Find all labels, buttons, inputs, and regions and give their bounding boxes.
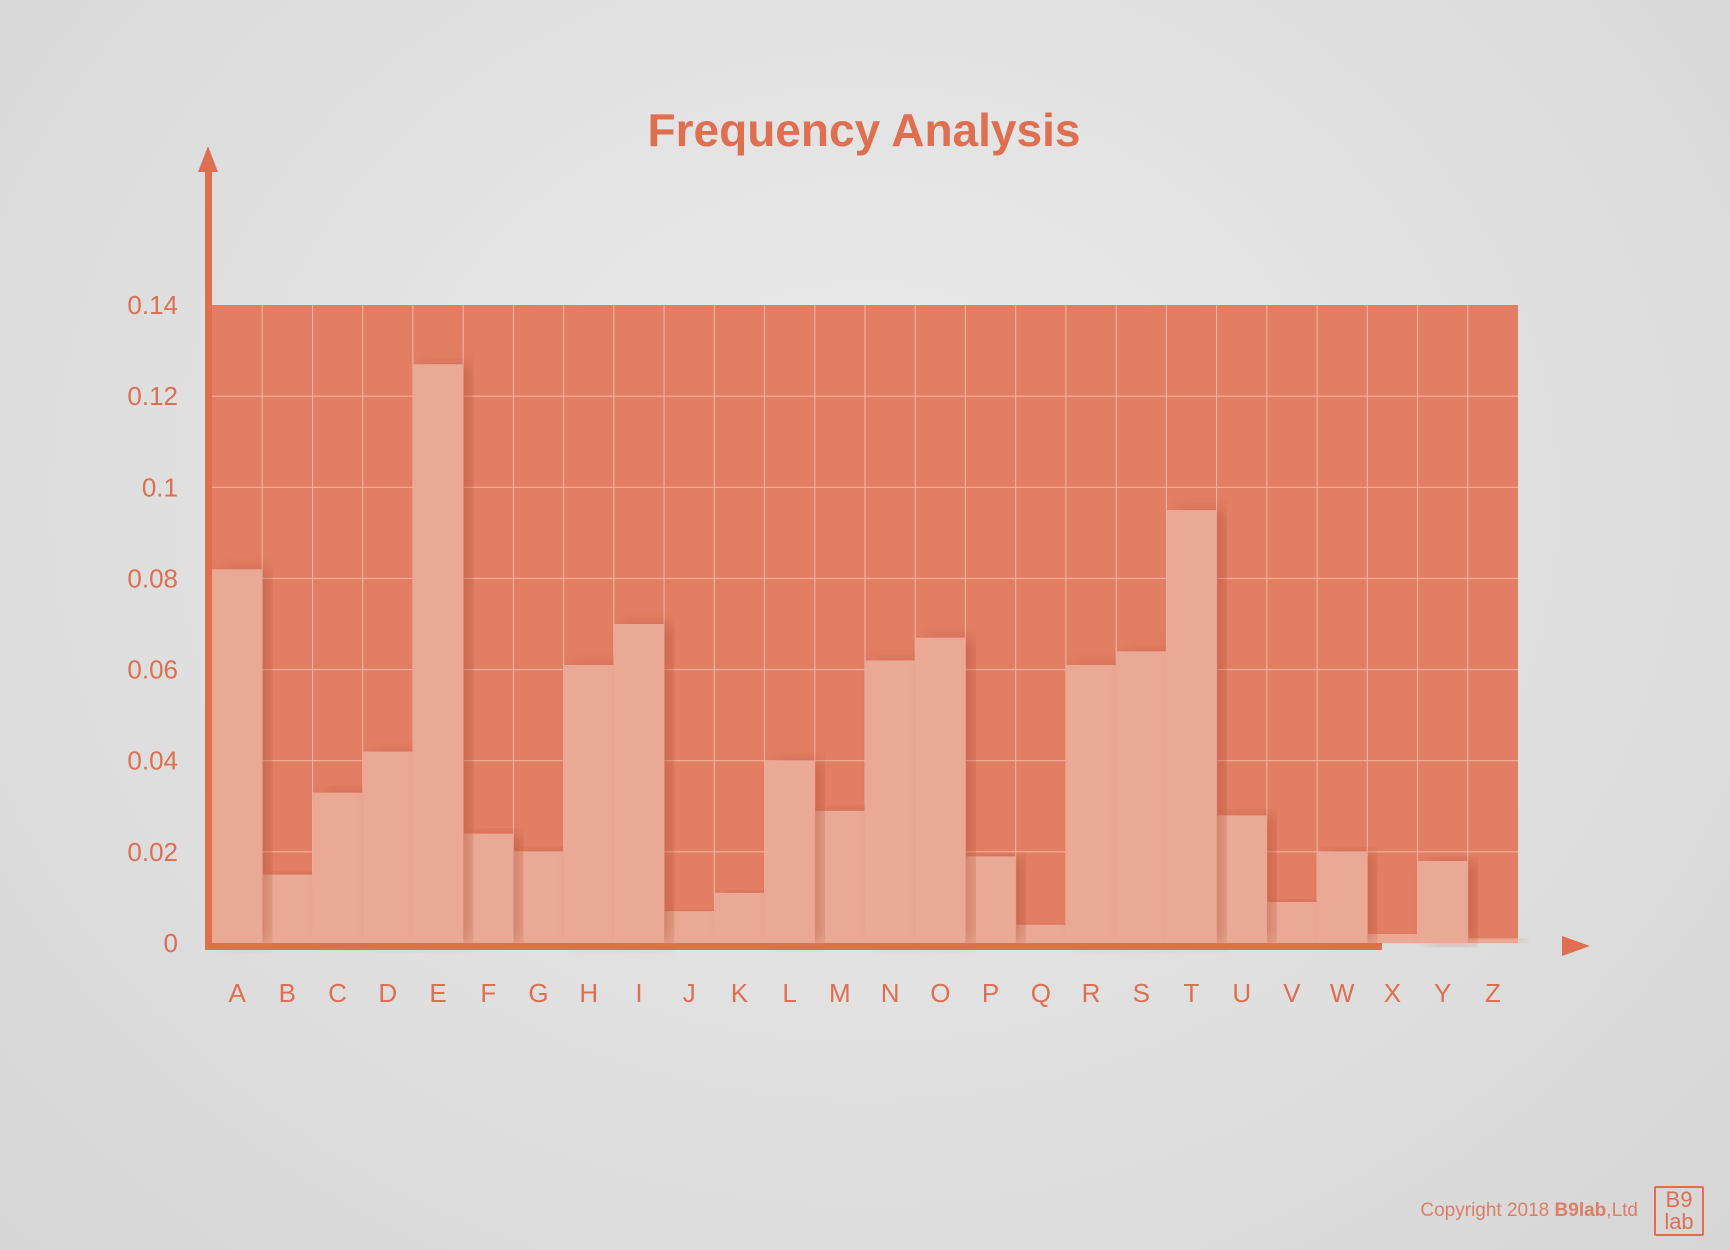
y-tick-label: 0.1	[142, 472, 178, 502]
bar-U	[1216, 815, 1267, 943]
bar-W	[1317, 851, 1368, 943]
x-tick-label: K	[731, 978, 749, 1008]
x-tick-label: X	[1384, 978, 1401, 1008]
x-tick-label: Y	[1434, 978, 1451, 1008]
bar-T	[1166, 510, 1217, 943]
y-tick-label: 0.04	[127, 746, 178, 776]
bar-V	[1266, 901, 1318, 943]
bar-Q	[1015, 924, 1066, 943]
bar-H	[563, 665, 614, 943]
bar-A	[212, 569, 263, 943]
x-tick-label: M	[829, 978, 851, 1008]
x-tick-label: B	[279, 978, 296, 1008]
x-tick-label: W	[1330, 978, 1355, 1008]
x-tick-label: H	[579, 978, 598, 1008]
y-tick-label: 0.12	[127, 381, 178, 411]
bars-group	[212, 364, 1518, 943]
x-tick-label: V	[1283, 978, 1301, 1008]
bar-K	[714, 892, 765, 943]
bar-N	[865, 660, 916, 943]
y-axis-line	[205, 162, 212, 949]
footer: Copyright 2018 B9lab,Ltd B9 lab	[1420, 1186, 1704, 1236]
y-axis-arrow-icon	[198, 146, 218, 172]
x-tick-label: G	[528, 978, 548, 1008]
bar-Z	[1467, 938, 1518, 943]
x-tick-label: L	[782, 978, 796, 1008]
x-tick-label: Z	[1485, 978, 1501, 1008]
bar-X	[1367, 933, 1418, 943]
x-tick-label: F	[480, 978, 496, 1008]
bar-P	[965, 856, 1016, 943]
x-tick-label: T	[1184, 978, 1200, 1008]
bar-F	[463, 833, 514, 943]
copyright-text: Copyright 2018 B9lab,Ltd	[1420, 1200, 1638, 1221]
x-axis-line	[205, 943, 1382, 950]
x-tick-label: N	[881, 978, 900, 1008]
bar-D	[362, 751, 413, 943]
x-tick-label: O	[930, 978, 950, 1008]
x-tick-label: U	[1232, 978, 1251, 1008]
bar-B	[262, 874, 313, 943]
bar-Y	[1417, 860, 1468, 943]
chart-title: Frequency Analysis	[648, 104, 1081, 156]
brand-name: B9lab	[1554, 1200, 1607, 1221]
bar-J	[664, 911, 715, 943]
x-tick-label: P	[982, 978, 999, 1008]
y-axis-ticks: 0 0.02 0.04 0.06 0.08 0.1 0.12 0.14	[127, 290, 178, 958]
bar-S	[1116, 651, 1167, 943]
y-tick-label: 0.02	[127, 837, 178, 867]
x-tick-label: C	[328, 978, 347, 1008]
y-tick-label: 0.14	[127, 290, 178, 320]
bar-I	[613, 624, 665, 943]
x-tick-label: E	[429, 978, 446, 1008]
bar-R	[1065, 665, 1117, 943]
y-tick-label: 0.06	[127, 655, 178, 685]
axes	[198, 146, 1590, 956]
x-tick-label: I	[635, 978, 642, 1008]
bar-C	[312, 792, 363, 943]
x-tick-label: J	[683, 978, 696, 1008]
bar-L	[764, 760, 815, 943]
bar-M	[814, 810, 865, 943]
y-tick-label: 0	[164, 928, 178, 958]
x-tick-label: D	[378, 978, 397, 1008]
x-axis-arrow-icon	[1562, 936, 1590, 956]
x-tick-label: R	[1082, 978, 1101, 1008]
x-tick-label: Q	[1031, 978, 1051, 1008]
bar-G	[513, 851, 564, 943]
b9lab-logo-icon: B9 lab	[1654, 1186, 1704, 1236]
bar-O	[915, 637, 966, 943]
y-tick-label: 0.08	[127, 563, 178, 593]
x-tick-label: A	[228, 978, 246, 1008]
x-tick-label: S	[1133, 978, 1150, 1008]
bar-E	[412, 364, 464, 943]
